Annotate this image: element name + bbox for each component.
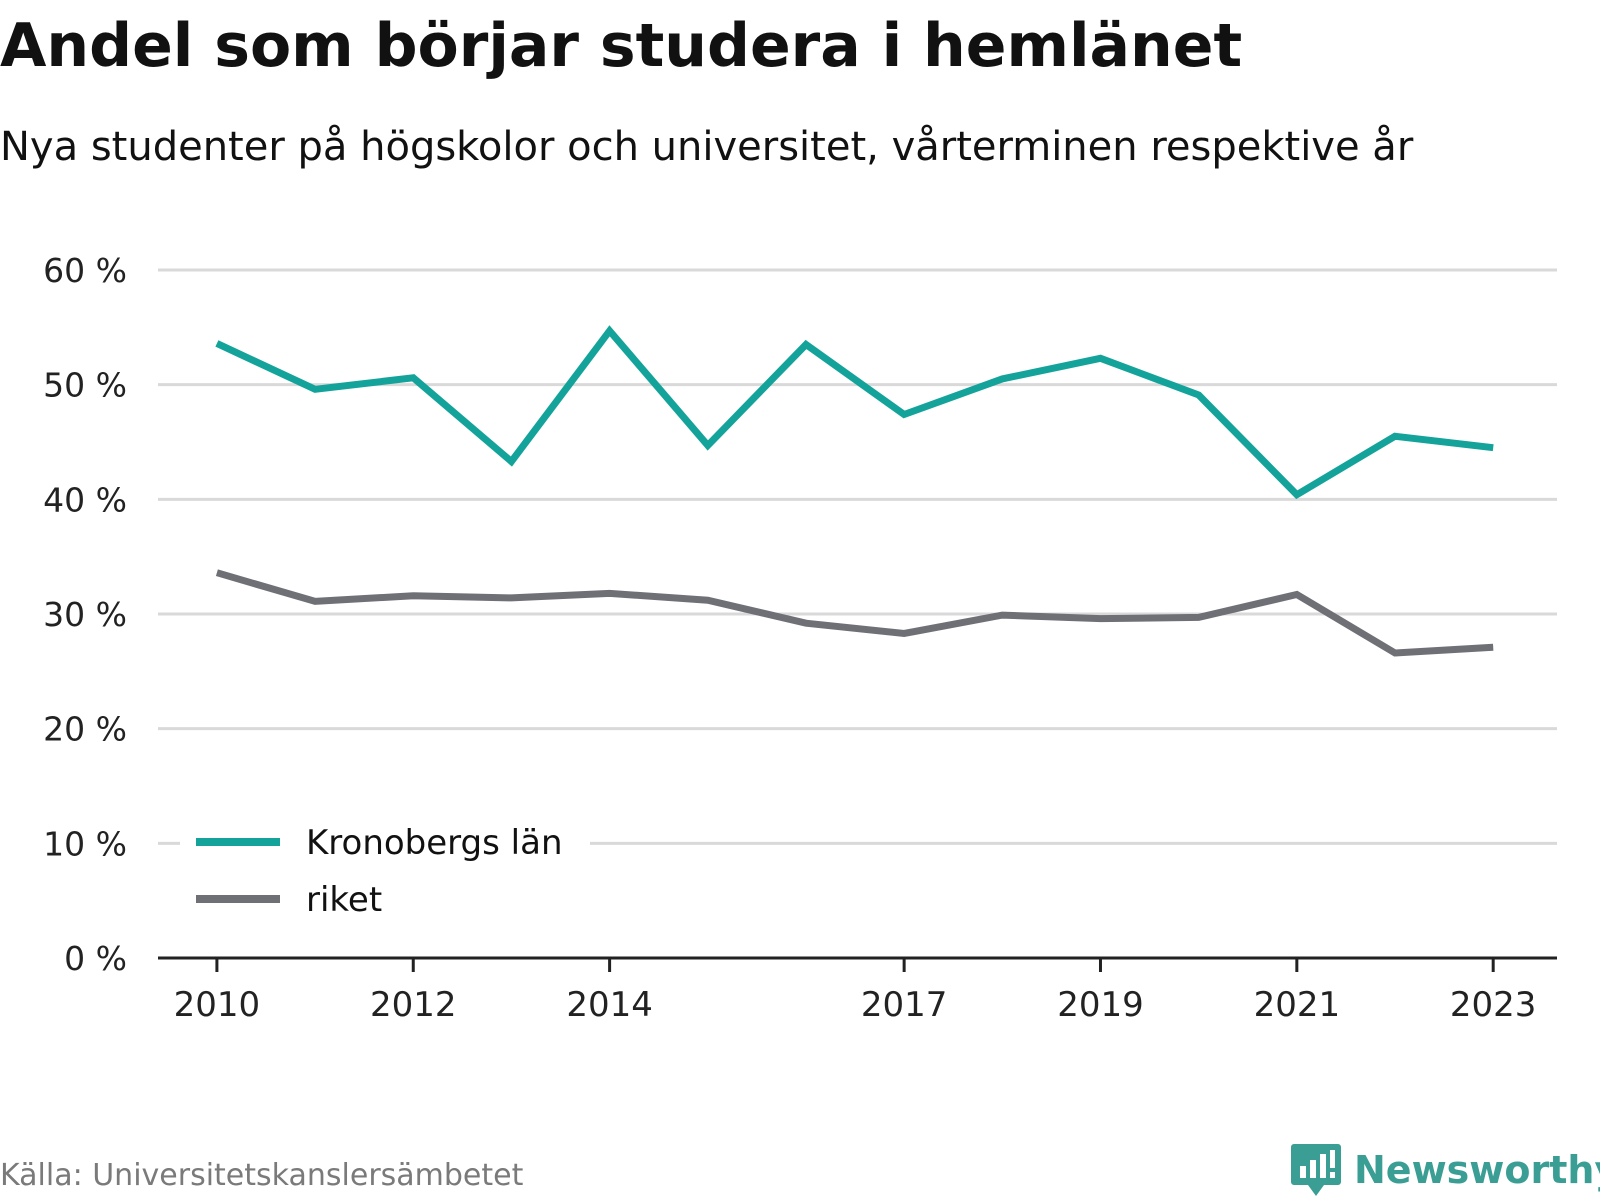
- x-tick-label: 2010: [174, 985, 261, 1025]
- newsworthy-logo-icon: [1291, 1144, 1341, 1196]
- y-tick-label: 50 %: [43, 366, 127, 405]
- x-tick-label: 2014: [566, 985, 653, 1025]
- legend: Kronobergs län riket: [180, 812, 590, 922]
- y-axis-tick-labels: 0 % 10 % 20 % 30 % 40 % 50 % 60 %: [43, 251, 127, 978]
- x-axis: 2010 2012 2014 2017 2019 2021 2023: [158, 956, 1557, 1025]
- chart-subtitle: Nya studenter på högskolor och universit…: [0, 124, 1414, 170]
- grid-lines: [158, 268, 1557, 845]
- chart-title: Andel som börjar studera i hemlänet: [0, 11, 1243, 81]
- y-tick-label: 20 %: [43, 710, 127, 749]
- legend-label: Kronobergs län: [306, 823, 563, 863]
- series-line-riket: [215, 569, 1494, 657]
- x-tick-label: 2017: [861, 985, 948, 1025]
- x-tick-label: 2012: [370, 985, 457, 1025]
- legend-label: riket: [306, 880, 382, 920]
- brand-name: Newsworthy: [1354, 1148, 1600, 1192]
- y-tick-label: 30 %: [43, 595, 127, 634]
- y-tick-label: 0 %: [64, 939, 127, 978]
- brand-logo: Newsworthy: [1290, 1140, 1600, 1200]
- legend-background: [180, 812, 590, 922]
- series-lines: [215, 325, 1494, 657]
- x-tick-label: 2021: [1254, 985, 1341, 1025]
- source-note: Källa: Universitetskanslersämbetet: [0, 1158, 524, 1193]
- series-line-kronobergs-lan: [215, 325, 1494, 500]
- x-tick-label: 2019: [1057, 985, 1144, 1025]
- y-tick-label: 40 %: [43, 480, 127, 519]
- x-tick-label: 2023: [1450, 985, 1537, 1025]
- y-tick-label: 60 %: [43, 251, 127, 290]
- y-tick-label: 10 %: [43, 824, 127, 863]
